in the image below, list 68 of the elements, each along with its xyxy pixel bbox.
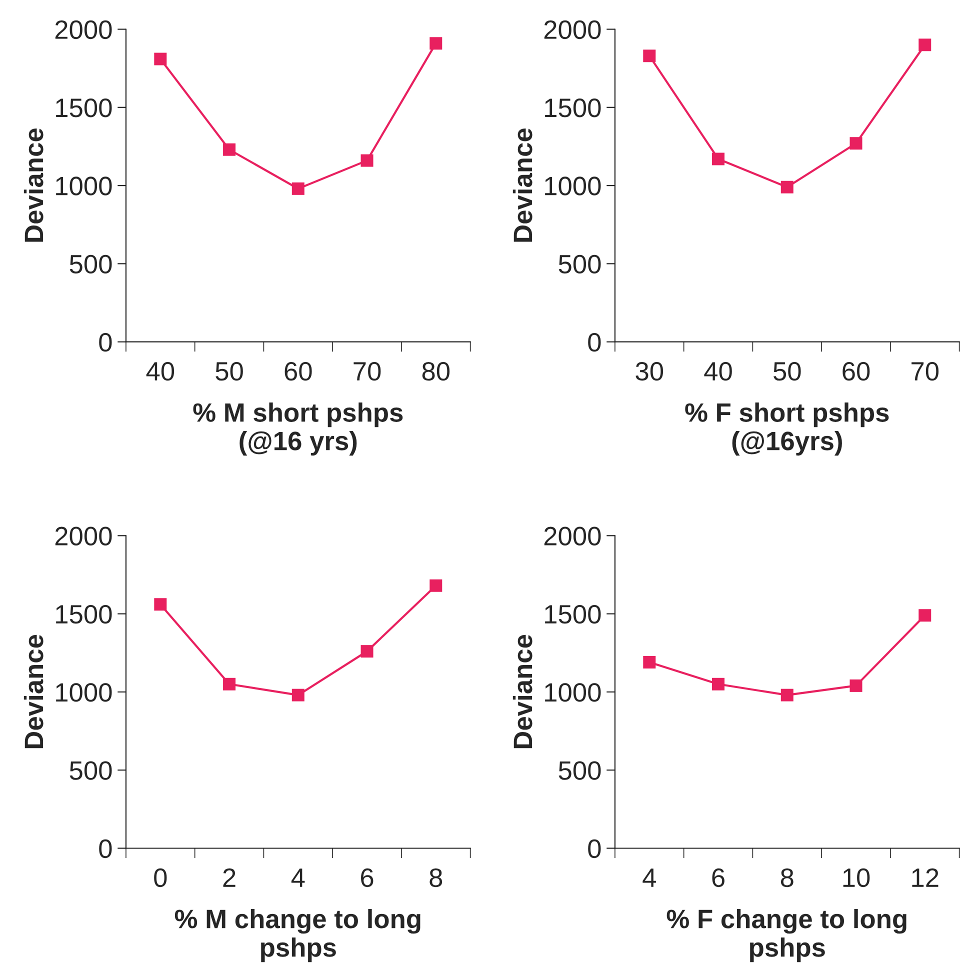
point (360, 645, 374, 658)
y-axis-title: Deviance (512, 128, 532, 242)
point (223, 678, 236, 690)
x-tick-label: 10 (843, 868, 870, 888)
point (643, 50, 656, 62)
y-tick-label: 1500 (56, 98, 112, 118)
y-tick-label: 2000 (544, 526, 601, 546)
x-axis-title: % F change to long pshps (666, 908, 906, 962)
x-axis-title: % F short pshps (@16yrs) (685, 402, 889, 456)
y-tick-label: 1000 (56, 683, 112, 702)
y-tick-label: 500 (558, 254, 601, 274)
x-tick-label: 50 (216, 362, 243, 381)
y-tick-label: 1000 (545, 683, 601, 702)
x-tick-label: 40 (146, 362, 174, 381)
x-tick-label: 70 (354, 362, 381, 381)
y-tick-label: 500 (70, 254, 112, 274)
point (780, 688, 794, 702)
x-tick-label: 60 (284, 362, 312, 381)
y-axis-title: Deviance (24, 634, 44, 748)
point (712, 678, 725, 690)
point (430, 579, 442, 592)
x-tick-label: 30 (636, 362, 664, 381)
x-tick-label: 8 (430, 868, 442, 888)
point (360, 154, 374, 167)
y-tick-label: 500 (558, 761, 601, 780)
point (850, 679, 862, 692)
point (918, 38, 932, 52)
point (154, 52, 167, 66)
point (918, 609, 932, 622)
point (780, 180, 794, 194)
x-tick-label: 70 (912, 362, 939, 381)
y-tick-label: 1500 (56, 604, 112, 624)
point (643, 656, 656, 669)
y-tick-label: 0 (588, 332, 601, 352)
x-tick-label: 2 (223, 868, 236, 887)
y-tick-label: 2000 (55, 20, 112, 40)
point (712, 152, 725, 166)
x-tick-label: 6 (361, 868, 374, 888)
point (223, 143, 236, 156)
y-axis-title: Deviance (512, 634, 532, 748)
y-axis-title: Deviance (24, 128, 44, 242)
x-tick-label: 4 (291, 868, 305, 887)
y-tick-label: 1000 (545, 176, 601, 196)
y-tick-label: 2000 (544, 20, 601, 40)
y-tick-label: 2000 (55, 526, 112, 546)
x-tick-label: 60 (842, 362, 870, 381)
x-tick-label: 6 (712, 868, 724, 888)
point (292, 182, 304, 195)
x-tick-label: 12 (912, 868, 938, 887)
y-tick-label: 0 (99, 332, 112, 352)
y-tick-label: 500 (70, 761, 112, 780)
point (850, 137, 862, 150)
y-tick-label: 0 (99, 839, 112, 858)
y-tick-label: 1000 (56, 176, 112, 196)
y-tick-label: 1500 (545, 604, 601, 624)
x-tick-label: 40 (704, 362, 732, 381)
x-tick-label: 80 (422, 362, 450, 381)
y-tick-label: 0 (588, 839, 601, 858)
y-tick-label: 1500 (545, 98, 601, 118)
point (430, 37, 442, 50)
x-tick-label: 50 (774, 362, 801, 381)
point (292, 688, 304, 702)
x-tick-label: 8 (780, 868, 794, 888)
x-axis-title: % M short pshps (@16 yrs) (193, 402, 403, 456)
x-axis-title: % M change to long pshps (174, 908, 420, 962)
x-tick-label: 4 (642, 868, 656, 887)
point (154, 598, 167, 611)
x-tick-label: 0 (154, 868, 167, 888)
